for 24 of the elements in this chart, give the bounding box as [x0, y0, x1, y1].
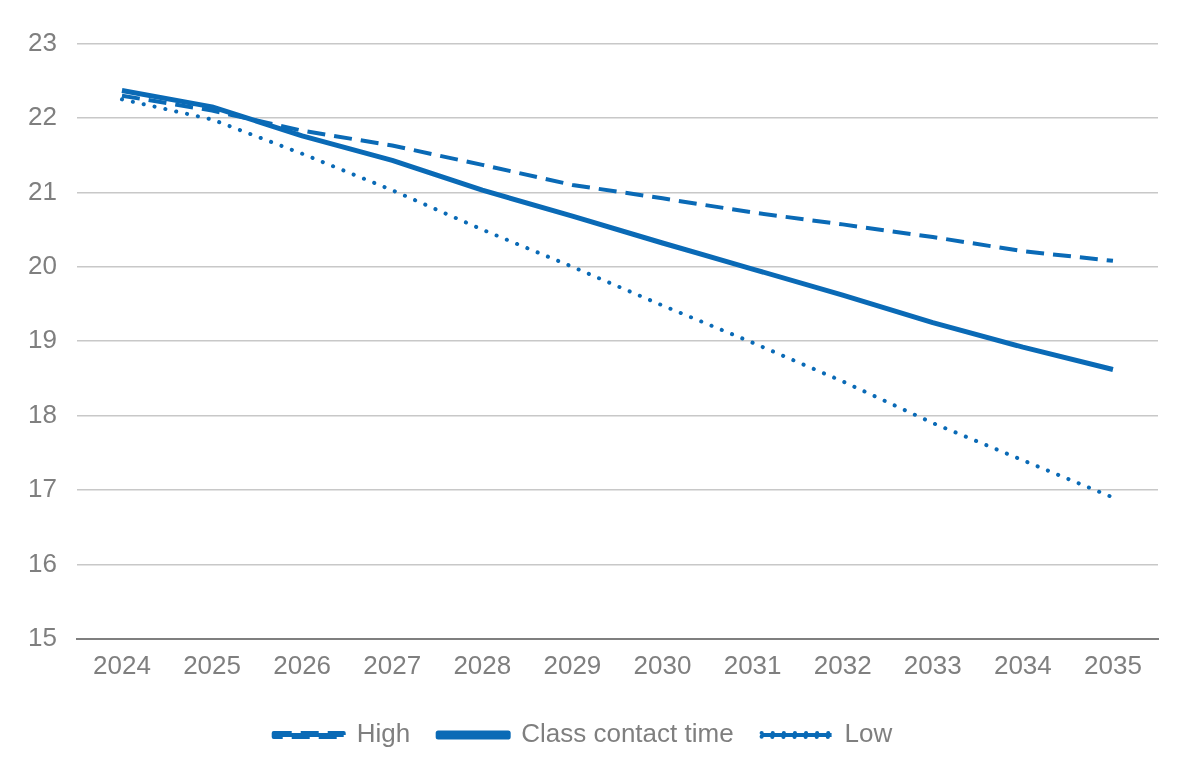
- y-tick-label: 17: [28, 473, 57, 504]
- y-tick-label: 22: [28, 101, 57, 132]
- x-tick-label: 2034: [993, 649, 1052, 680]
- y-tick-label: 18: [28, 398, 57, 429]
- x-tick-label: 2024: [93, 649, 151, 680]
- x-tick-label: 2025: [183, 649, 241, 680]
- x-tick-label: 2033: [903, 649, 962, 680]
- legend-label: High: [356, 718, 411, 749]
- x-tick-label: 2028: [453, 649, 512, 680]
- x-tick-label: 2035: [1084, 649, 1142, 680]
- x-tick-label: 2026: [273, 649, 332, 680]
- y-tick-label: 20: [28, 249, 57, 280]
- x-tick-label: 2030: [633, 649, 692, 680]
- x-tick-label: 2029: [543, 649, 602, 680]
- y-tick-label: 21: [28, 175, 57, 206]
- legend-label: Low: [844, 718, 893, 749]
- x-tick-label: 2027: [363, 649, 422, 680]
- y-tick-label: 23: [28, 26, 57, 57]
- y-tick-label: 15: [28, 621, 57, 652]
- x-tick-label: 2031: [723, 649, 782, 680]
- y-tick-label: 19: [28, 324, 57, 355]
- legend-label: Class contact time: [521, 718, 734, 749]
- y-tick-label: 16: [28, 547, 57, 578]
- x-tick-label: 2032: [813, 649, 872, 680]
